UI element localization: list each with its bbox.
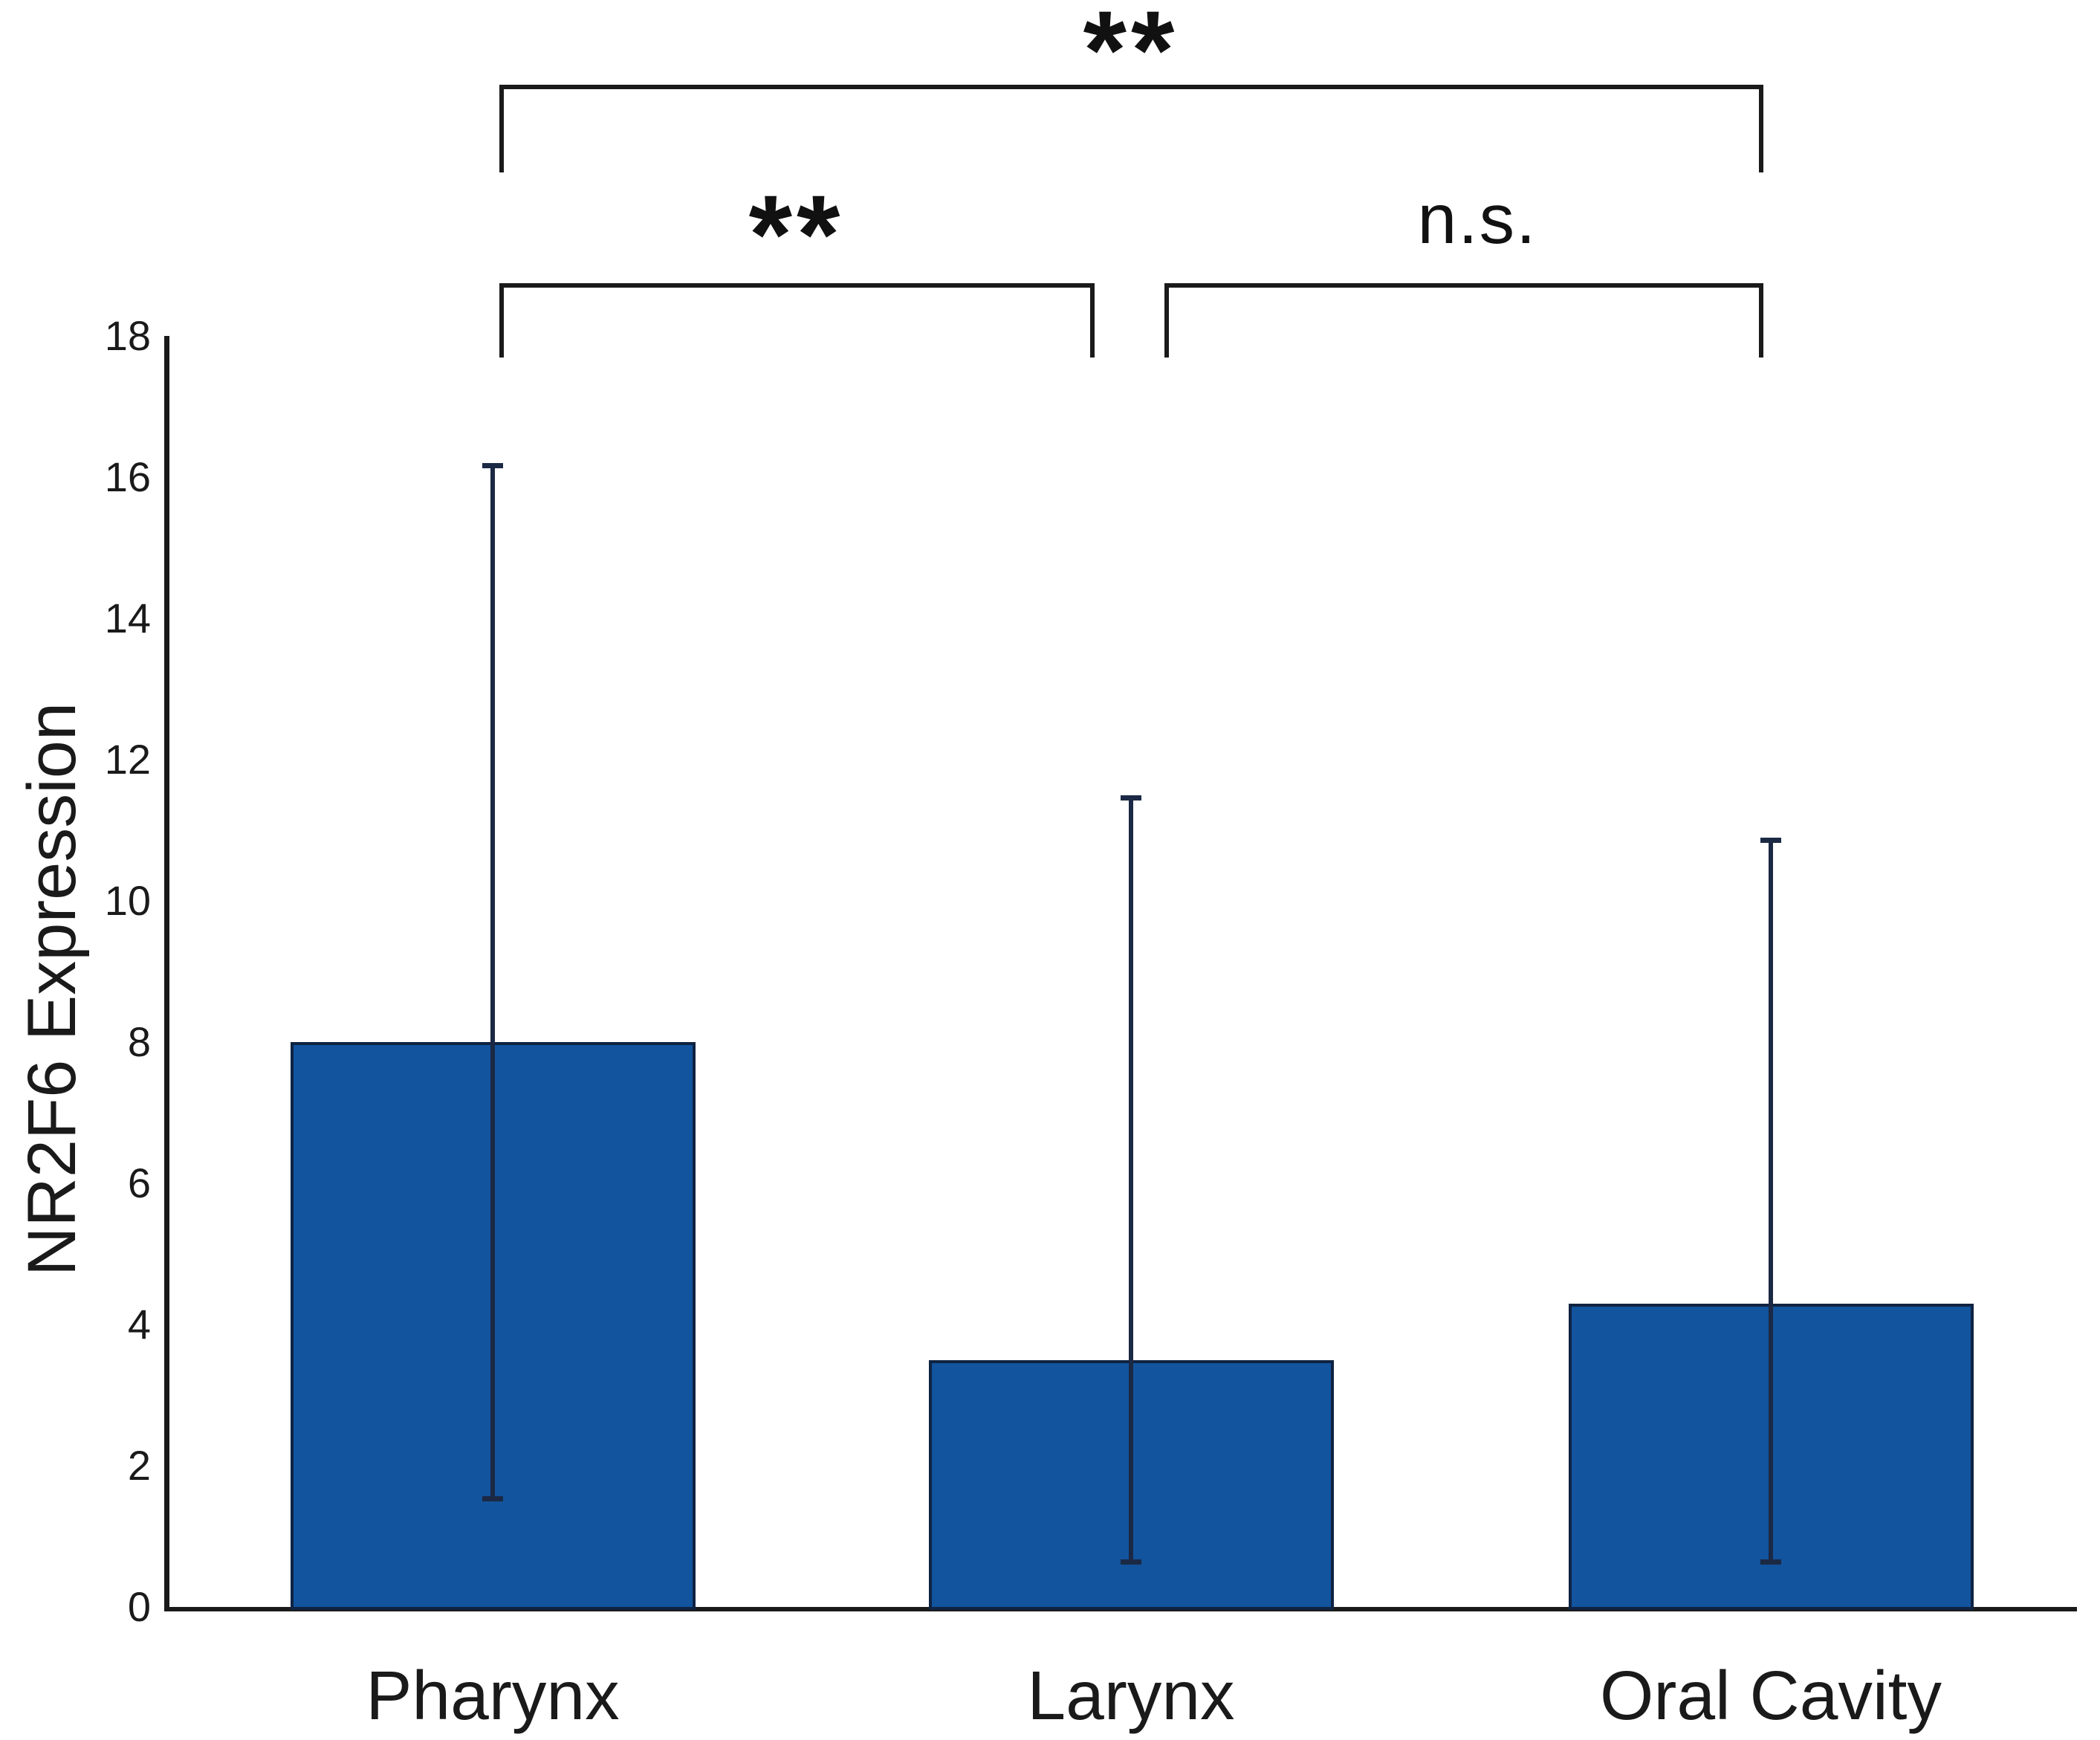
x-category-label-larynx: Larynx bbox=[1027, 1657, 1235, 1734]
y-tick-label-18: 18 bbox=[104, 312, 151, 359]
significance-label-1: ** bbox=[748, 172, 845, 297]
x-category-label-oral-cavity: Oral Cavity bbox=[1600, 1657, 1942, 1734]
y-tick-label-16: 16 bbox=[104, 453, 151, 500]
error-cap-top-oral-cavity bbox=[1760, 837, 1781, 843]
error-cap-top-pharynx bbox=[482, 463, 503, 468]
significance-bracket-0-horizontal bbox=[499, 85, 1763, 89]
error-bar-larynx bbox=[1129, 795, 1133, 1565]
error-cap-top-larynx bbox=[1121, 795, 1141, 801]
significance-bracket-0-left-tick bbox=[499, 85, 504, 172]
significance-bracket-1-left-tick bbox=[499, 283, 504, 358]
y-tick-label-8: 8 bbox=[127, 1018, 151, 1065]
error-cap-bottom-pharynx bbox=[482, 1495, 503, 1501]
significance-label-0: ** bbox=[1083, 0, 1179, 112]
significance-bracket-2-horizontal bbox=[1164, 283, 1763, 288]
y-tick-label-2: 2 bbox=[127, 1442, 151, 1489]
y-tick-label-0: 0 bbox=[127, 1583, 151, 1630]
y-tick-label-12: 12 bbox=[104, 736, 151, 783]
y-tick-label-10: 10 bbox=[104, 877, 151, 924]
significance-bracket-2-left-tick bbox=[1164, 283, 1169, 358]
y-axis-line bbox=[164, 336, 169, 1611]
significance-bracket-2-right-tick bbox=[1759, 283, 1763, 358]
significance-bracket-1-horizontal bbox=[499, 283, 1095, 288]
y-tick-label-6: 6 bbox=[127, 1160, 151, 1206]
error-cap-bottom-larynx bbox=[1121, 1559, 1141, 1565]
y-tick-label-14: 14 bbox=[104, 595, 151, 641]
significance-bracket-1-right-tick bbox=[1090, 283, 1095, 358]
x-category-label-pharynx: Pharynx bbox=[366, 1657, 620, 1734]
error-bar-pharynx bbox=[490, 463, 495, 1501]
significance-bracket-0-right-tick bbox=[1759, 85, 1763, 172]
error-cap-bottom-oral-cavity bbox=[1760, 1559, 1781, 1565]
y-tick-label-4: 4 bbox=[127, 1301, 151, 1348]
significance-label-2: n.s. bbox=[1417, 180, 1537, 259]
error-bar-oral-cavity bbox=[1769, 837, 1773, 1565]
